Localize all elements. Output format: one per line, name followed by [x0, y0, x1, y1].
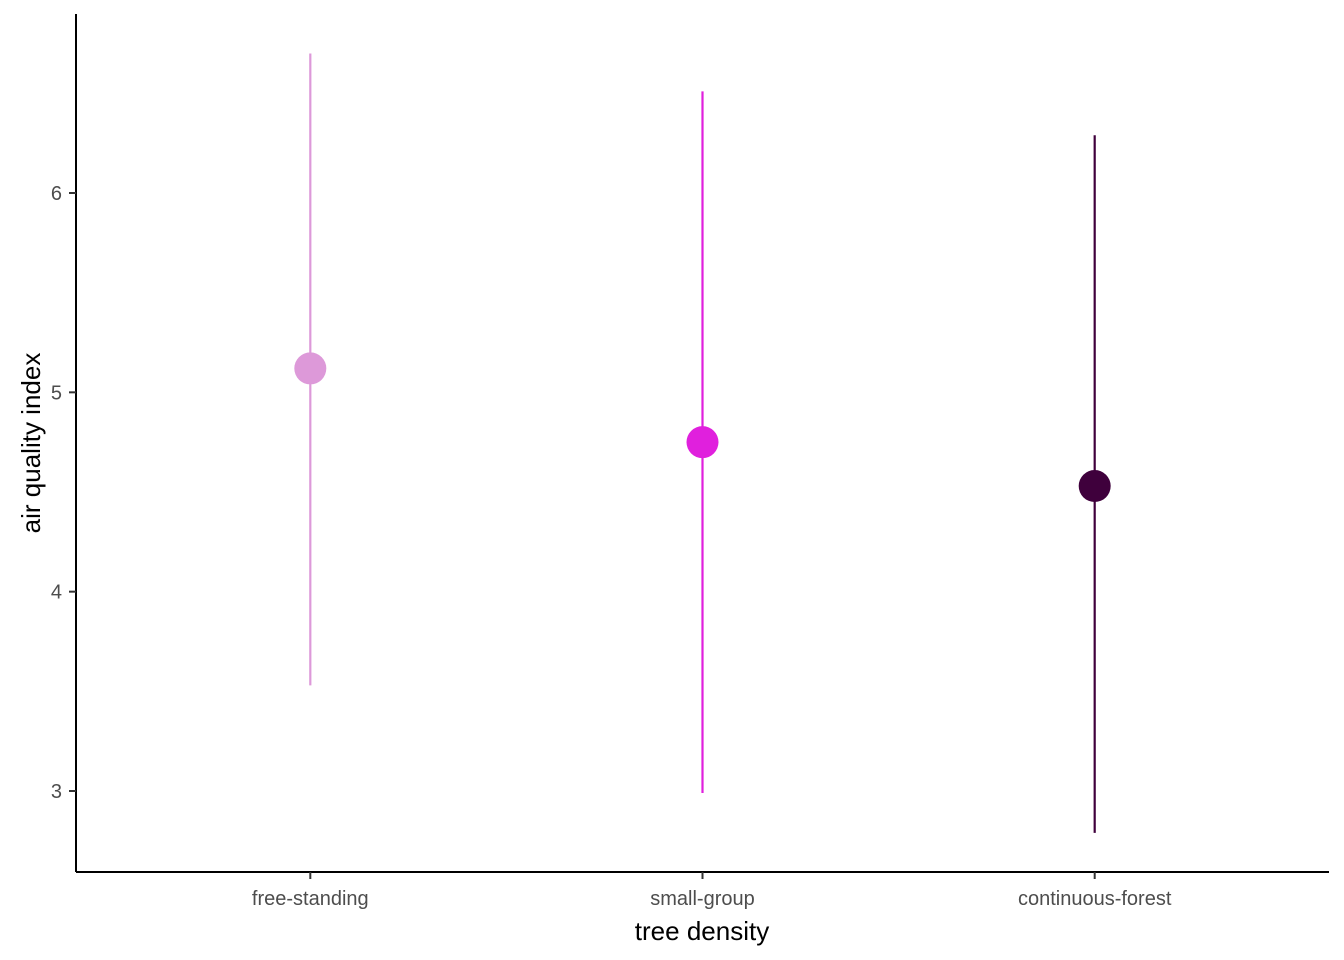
x-tick-label: small-group — [650, 888, 754, 910]
y-tick-label: 6 — [51, 183, 62, 205]
x-tick-label: free-standing — [252, 888, 369, 910]
x-axis-title: tree density — [635, 916, 769, 946]
point-continuous-forest — [1078, 470, 1111, 503]
x-ticks: free-standing small-group continuous-fores… — [252, 872, 1172, 910]
point-small-group — [686, 426, 719, 459]
y-tick-label: 5 — [51, 382, 62, 404]
chart-marks — [294, 53, 1111, 833]
x-tick-label: continuous-forest — [1018, 888, 1172, 910]
y-tick-label: 3 — [51, 781, 62, 803]
point-free-standing — [294, 352, 327, 385]
y-ticks: 3 4 5 6 — [51, 183, 76, 803]
y-axis-title: air quality index — [16, 353, 46, 534]
y-tick-label: 4 — [51, 582, 62, 604]
